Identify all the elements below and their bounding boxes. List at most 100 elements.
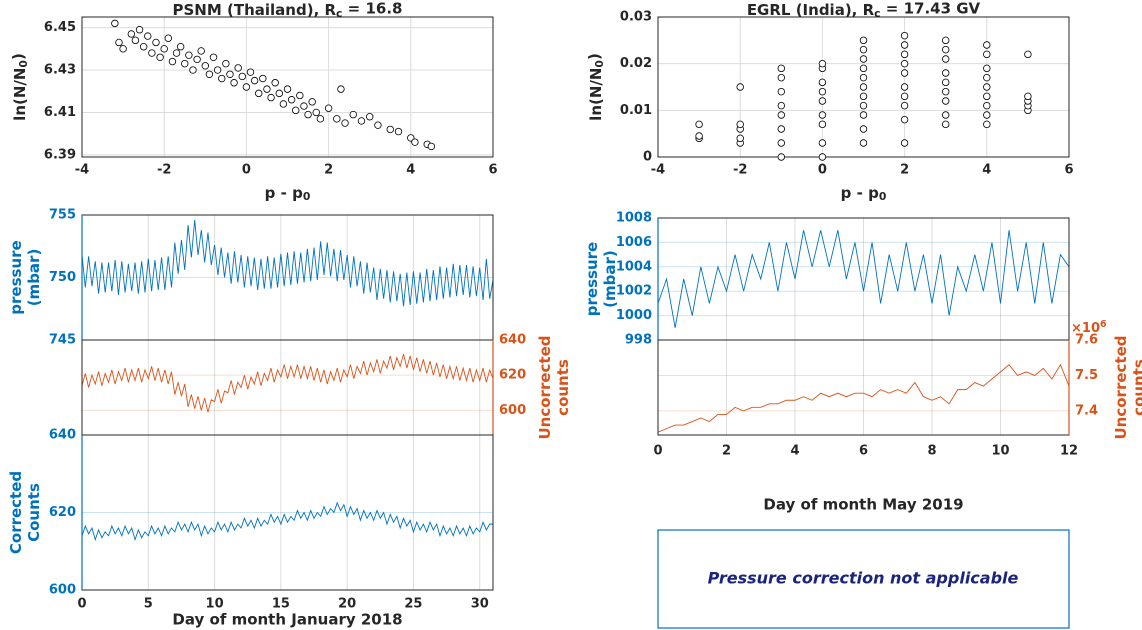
y-axis-label-line: Uncorrected xyxy=(1112,336,1130,440)
y-tick-label: 600 xyxy=(49,583,76,598)
point xyxy=(942,111,950,119)
point xyxy=(983,111,991,119)
point xyxy=(271,79,279,87)
point xyxy=(316,115,325,123)
x-tick-label: 25 xyxy=(404,597,422,612)
point xyxy=(942,120,950,129)
chart-title-part: PSNM (Thailand), R xyxy=(173,1,337,19)
point xyxy=(312,108,320,117)
y-tick-label: 1008 xyxy=(616,211,652,226)
point xyxy=(859,36,868,45)
note-text: Pressure correction not applicable xyxy=(708,569,1019,588)
point xyxy=(983,50,991,59)
point xyxy=(818,139,827,147)
point xyxy=(292,106,300,115)
y-tick-label: 0.03 xyxy=(620,10,652,25)
point xyxy=(942,97,950,105)
point xyxy=(1024,50,1032,59)
x-tick-label: 2 xyxy=(900,163,909,178)
point xyxy=(736,83,744,91)
series-line xyxy=(657,363,1070,433)
y-axis-label: ln(N/N0) xyxy=(9,53,30,121)
point xyxy=(144,32,152,40)
x-tick-label: 2 xyxy=(722,444,731,459)
x-tick-label: 4 xyxy=(790,444,799,459)
x-tick-label: 12 xyxy=(1060,444,1078,459)
y-tick-label: 750 xyxy=(49,270,76,285)
point xyxy=(777,64,785,73)
point xyxy=(283,85,292,93)
axes-frame xyxy=(81,16,494,158)
point xyxy=(900,69,909,77)
point xyxy=(900,83,909,91)
point xyxy=(304,110,312,119)
point xyxy=(111,19,119,28)
point xyxy=(411,138,419,146)
y-axis-label-line: Counts xyxy=(25,483,43,542)
point xyxy=(394,127,403,136)
point xyxy=(127,30,136,38)
point xyxy=(193,55,201,64)
point xyxy=(156,53,164,62)
point xyxy=(983,41,991,49)
point xyxy=(818,87,827,96)
point xyxy=(386,125,394,134)
y-tick-label: 6.45 xyxy=(44,20,76,35)
x-axis-label-part: p - p xyxy=(265,184,303,202)
y-tick-label: 1006 xyxy=(616,235,652,250)
point xyxy=(324,104,333,112)
axis-exponent-part: 6 xyxy=(1100,318,1107,329)
y-tick-label: 0.02 xyxy=(620,56,652,71)
point xyxy=(818,153,827,161)
series-line xyxy=(81,501,493,542)
x-tick-label: 4 xyxy=(406,163,415,178)
chart-title-part: c xyxy=(874,7,880,20)
y-tick-label: 755 xyxy=(49,208,76,223)
point xyxy=(942,45,950,54)
point xyxy=(374,121,382,129)
y-tick-label: 7.5 xyxy=(1075,368,1098,383)
y-axis-label: pressure(mbar) xyxy=(583,242,619,316)
y-axis-label-line: (mbar) xyxy=(25,249,43,307)
point xyxy=(777,125,785,133)
chart-title-part: = 16.8 xyxy=(342,0,402,17)
point xyxy=(859,139,868,147)
point xyxy=(818,97,827,105)
point xyxy=(777,101,785,110)
y-axis-label-line: Corrected xyxy=(7,471,25,554)
x-tick-label: 15 xyxy=(272,597,290,612)
y-axis-label-part: 0 xyxy=(17,60,30,68)
point xyxy=(250,76,259,85)
x-axis-label: Day of month May 2019 xyxy=(763,496,963,514)
point xyxy=(176,42,185,51)
x-tick-label: 8 xyxy=(927,444,936,459)
y-tick-label: 6.43 xyxy=(44,63,76,78)
axes-frame xyxy=(81,339,494,436)
y-tick-label: 7.6 xyxy=(1075,333,1098,348)
x-axis-label-part: 0 xyxy=(303,190,311,203)
x-tick-label: 6 xyxy=(488,163,497,178)
axes-frame xyxy=(657,16,1070,158)
point xyxy=(942,69,950,77)
y-axis-label-line: Uncorrected xyxy=(536,336,554,440)
point xyxy=(349,110,357,119)
x-tick-label: 0 xyxy=(653,444,662,459)
x-tick-label: 2 xyxy=(324,163,333,178)
point xyxy=(818,120,827,129)
axis-exponent: ×106 xyxy=(1071,318,1107,335)
point xyxy=(942,78,950,87)
point xyxy=(900,31,909,40)
x-axis-label: p - p0 xyxy=(841,184,887,203)
x-tick-label: 0 xyxy=(818,163,827,178)
point xyxy=(736,134,744,143)
point xyxy=(695,132,703,140)
point xyxy=(218,74,226,83)
chart-title-part: EGRL (India), R xyxy=(747,1,875,19)
point xyxy=(859,73,868,82)
y-axis-label-line: (mbar) xyxy=(601,250,619,308)
point xyxy=(983,120,991,129)
chart-title-part: c xyxy=(336,7,342,20)
point xyxy=(189,66,197,74)
y-tick-label: 0.01 xyxy=(620,103,652,118)
